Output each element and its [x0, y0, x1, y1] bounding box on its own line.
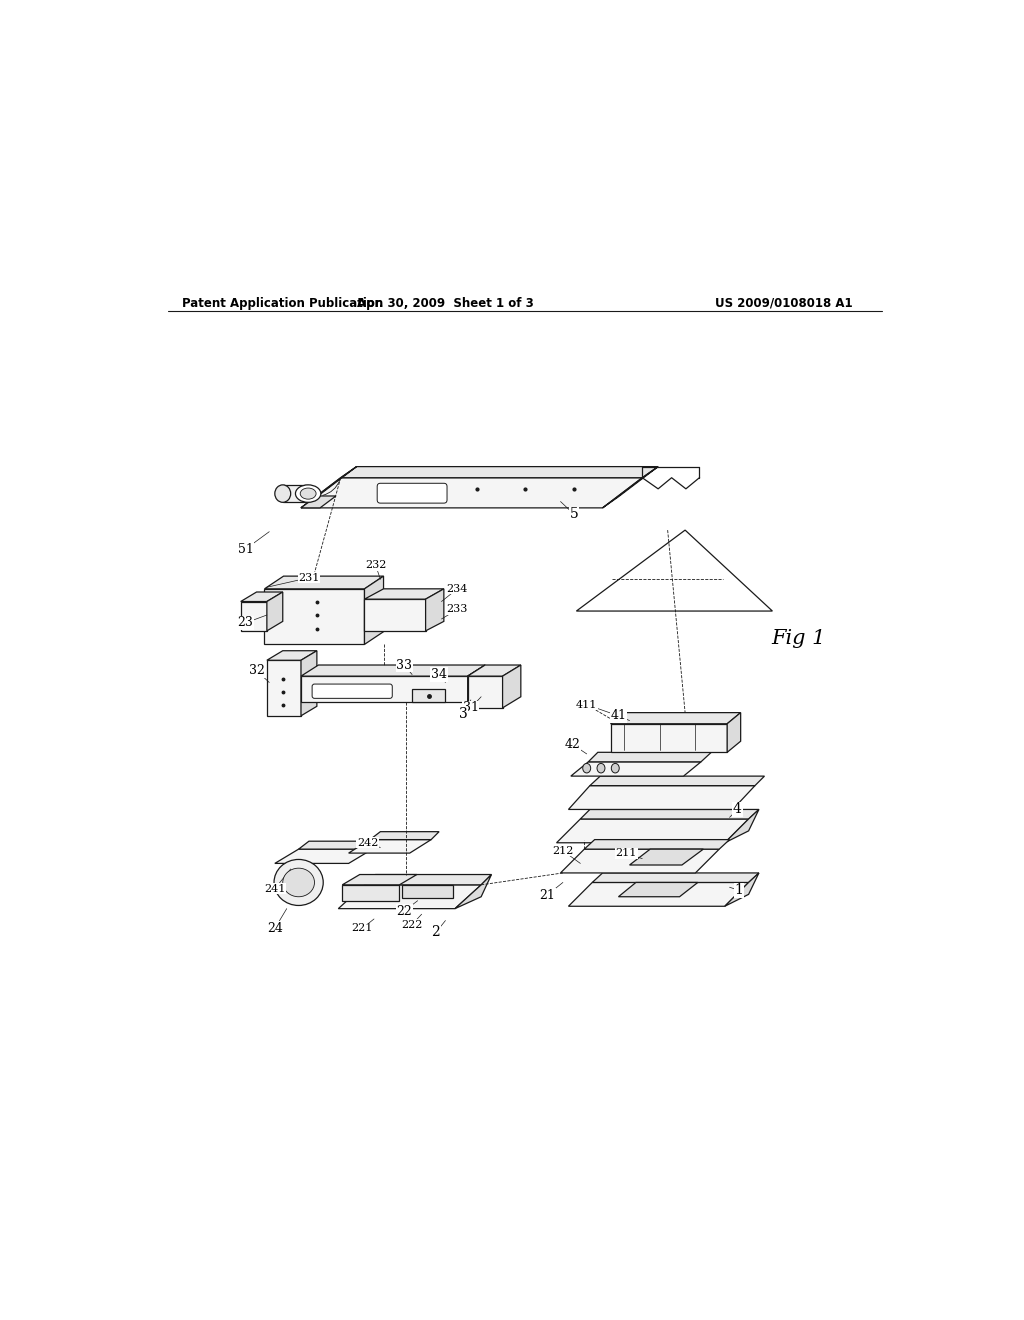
Polygon shape [468, 676, 503, 708]
Polygon shape [365, 576, 384, 644]
Ellipse shape [300, 488, 316, 499]
Polygon shape [267, 591, 283, 631]
Polygon shape [588, 752, 712, 762]
Polygon shape [592, 873, 759, 883]
Polygon shape [401, 884, 454, 899]
Polygon shape [468, 665, 485, 702]
Polygon shape [455, 875, 492, 908]
Ellipse shape [296, 484, 321, 503]
Text: 3: 3 [459, 708, 467, 721]
Polygon shape [585, 840, 729, 849]
Polygon shape [568, 883, 749, 907]
Text: Patent Application Publication: Patent Application Publication [182, 297, 383, 310]
Polygon shape [602, 466, 658, 508]
Polygon shape [365, 875, 492, 884]
Ellipse shape [283, 869, 314, 896]
Polygon shape [301, 496, 336, 508]
Text: 33: 33 [396, 659, 413, 672]
Text: 22: 22 [396, 904, 412, 917]
Text: 233: 233 [446, 605, 468, 615]
Polygon shape [725, 809, 759, 842]
Polygon shape [725, 873, 759, 907]
Polygon shape [283, 484, 308, 503]
Polygon shape [301, 466, 356, 508]
Polygon shape [348, 840, 431, 853]
Text: 51: 51 [238, 543, 253, 556]
Polygon shape [267, 660, 301, 715]
Text: 31: 31 [463, 701, 479, 714]
Text: 211: 211 [615, 847, 637, 858]
Polygon shape [301, 478, 642, 508]
Polygon shape [301, 676, 468, 702]
Polygon shape [241, 602, 267, 631]
Ellipse shape [583, 763, 591, 774]
Polygon shape [341, 466, 658, 478]
Ellipse shape [274, 484, 291, 503]
Polygon shape [267, 651, 316, 660]
Polygon shape [590, 776, 765, 785]
Text: 41: 41 [610, 709, 627, 722]
Polygon shape [557, 818, 749, 842]
Polygon shape [365, 589, 443, 599]
Polygon shape [264, 589, 365, 644]
Polygon shape [568, 785, 755, 809]
Text: 24: 24 [267, 921, 283, 935]
Polygon shape [342, 875, 417, 884]
Text: 222: 222 [401, 920, 423, 929]
Polygon shape [342, 884, 399, 900]
Polygon shape [426, 589, 443, 631]
Text: 234: 234 [446, 583, 468, 594]
Polygon shape [299, 841, 382, 849]
Text: 21: 21 [539, 888, 555, 902]
Ellipse shape [274, 859, 324, 906]
Text: Apr. 30, 2009  Sheet 1 of 3: Apr. 30, 2009 Sheet 1 of 3 [357, 297, 534, 310]
Text: 4: 4 [733, 803, 742, 817]
Text: 1: 1 [734, 883, 743, 898]
Text: 2: 2 [431, 925, 440, 940]
Polygon shape [610, 713, 740, 723]
Polygon shape [241, 591, 283, 602]
Polygon shape [560, 849, 719, 873]
Polygon shape [365, 599, 426, 631]
Polygon shape [581, 809, 759, 818]
Polygon shape [727, 713, 740, 752]
FancyBboxPatch shape [312, 684, 392, 698]
Text: 231: 231 [298, 573, 319, 582]
Text: 241: 241 [264, 884, 286, 894]
Polygon shape [274, 849, 373, 863]
Text: 42: 42 [564, 738, 581, 751]
FancyBboxPatch shape [377, 483, 447, 503]
Polygon shape [301, 651, 316, 715]
Text: 212: 212 [552, 846, 573, 855]
Polygon shape [468, 665, 521, 676]
Text: 411: 411 [577, 700, 597, 710]
Polygon shape [618, 883, 697, 896]
Polygon shape [570, 762, 701, 776]
Polygon shape [264, 576, 384, 589]
Text: 5: 5 [569, 507, 579, 521]
Polygon shape [301, 665, 485, 676]
Polygon shape [370, 832, 439, 840]
Polygon shape [630, 849, 703, 865]
Text: US 2009/0108018 A1: US 2009/0108018 A1 [715, 297, 853, 310]
Text: 242: 242 [357, 838, 378, 847]
Polygon shape [610, 723, 727, 752]
Text: 34: 34 [431, 668, 447, 681]
Polygon shape [412, 689, 445, 702]
Text: 221: 221 [351, 924, 373, 933]
Polygon shape [338, 884, 481, 908]
Ellipse shape [611, 763, 620, 774]
Polygon shape [503, 665, 521, 708]
Ellipse shape [597, 763, 605, 774]
Text: Fig 1: Fig 1 [771, 630, 825, 648]
Text: 32: 32 [249, 664, 264, 677]
Text: 23: 23 [238, 616, 253, 630]
Text: 232: 232 [365, 560, 386, 570]
